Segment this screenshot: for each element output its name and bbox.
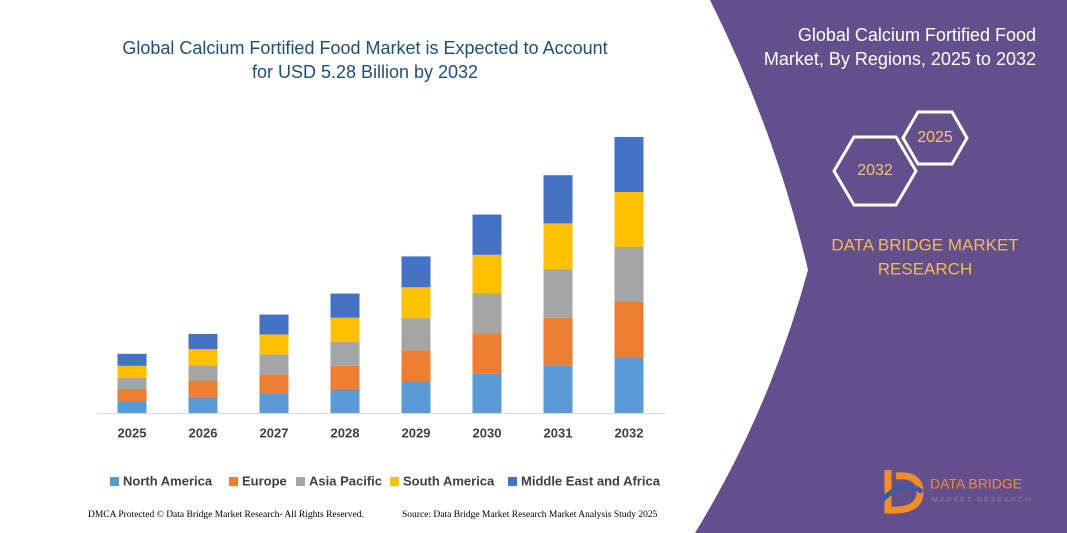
side-panel [695,0,1067,533]
legend-label: Asia Pacific [309,473,382,488]
chart-title: for USD 5.28 Billion by 2032 [252,62,478,82]
hexagon [832,135,918,207]
hex-label: 2032 [857,162,893,179]
logo: DATA BRIDGE MARKET RESEARCH [880,470,1032,514]
bar-segment [188,349,218,366]
bar-segment [472,293,502,334]
bar-segment [259,314,289,335]
bar-segment [117,365,147,378]
x-tick-label: 2025 [118,425,147,440]
bar-segment [188,380,218,397]
bar-segment [117,353,147,366]
x-tick-label: 2031 [544,425,573,440]
footer-left: DMCA Protected © Data Bridge Market Rese… [88,509,364,520]
bar-segment [117,400,147,413]
footer-right: Source: Data Bridge Market Research Mark… [402,510,658,520]
bar-segment [259,334,289,355]
bar-segment [543,317,573,366]
bar-segment [472,333,502,374]
legend-label: South America [403,473,495,488]
bar-segment [330,317,360,342]
logo-mark [880,484,924,502]
x-tick-label: 2030 [473,425,502,440]
bar-segment [543,223,573,270]
logo-text: MARKET RESEARCH [932,497,1032,504]
bar-segment [614,191,644,247]
chart-title: Global Calcium Fortified Food Market is … [122,38,607,58]
bar-segment [543,269,573,318]
bar-segment [614,301,644,359]
x-tick-label: 2028 [331,425,360,440]
legend-swatch [296,477,305,486]
bar-segment [543,175,573,224]
x-tick-label: 2026 [189,425,218,440]
legend-label: North America [123,473,213,488]
legend-label: Middle East and Africa [521,473,661,488]
bar-segment [543,365,573,413]
bar-segment [117,377,147,389]
legend-swatch [508,477,517,486]
bar-segment [259,393,289,413]
bar-segment [330,365,360,389]
panel-title: Market, By Regions, 2025 to 2032 [764,49,1036,69]
brand-text: RESEARCH [878,259,972,278]
bar-segment [614,358,644,413]
legend-swatch [110,477,119,486]
bar-segment [330,388,360,413]
panel-title: Global Calcium Fortified Food [798,25,1036,45]
bar-segment [401,350,431,382]
bar-segment [117,388,147,401]
brand-text: DATA BRIDGE MARKET [831,235,1018,254]
bar-segment [401,318,431,351]
legend-label: Europe [242,473,287,488]
bar-segment [472,214,502,255]
bar-segment [472,373,502,413]
bar-segment [401,287,431,319]
bar-segment [330,341,360,366]
bar-segment [472,254,502,294]
bar-segment [188,396,218,413]
x-tick-label: 2027 [260,425,289,440]
bar-segment [401,381,431,413]
bar-segment [614,137,644,192]
bar-segment [330,293,360,318]
bar-segment [188,365,218,381]
hexagon [901,110,969,166]
logo-text: DATA BRIDGE [930,476,1022,492]
x-tick-label: 2032 [615,425,644,440]
bar-segment [259,374,289,394]
hex-label: 2025 [917,129,953,146]
legend-swatch [229,477,238,486]
bar-segment [614,246,644,302]
legend-swatch [390,477,399,486]
bar-segment [188,333,218,350]
bar-segment [401,256,431,288]
bar-segment [259,354,289,375]
x-tick-label: 2029 [402,425,431,440]
